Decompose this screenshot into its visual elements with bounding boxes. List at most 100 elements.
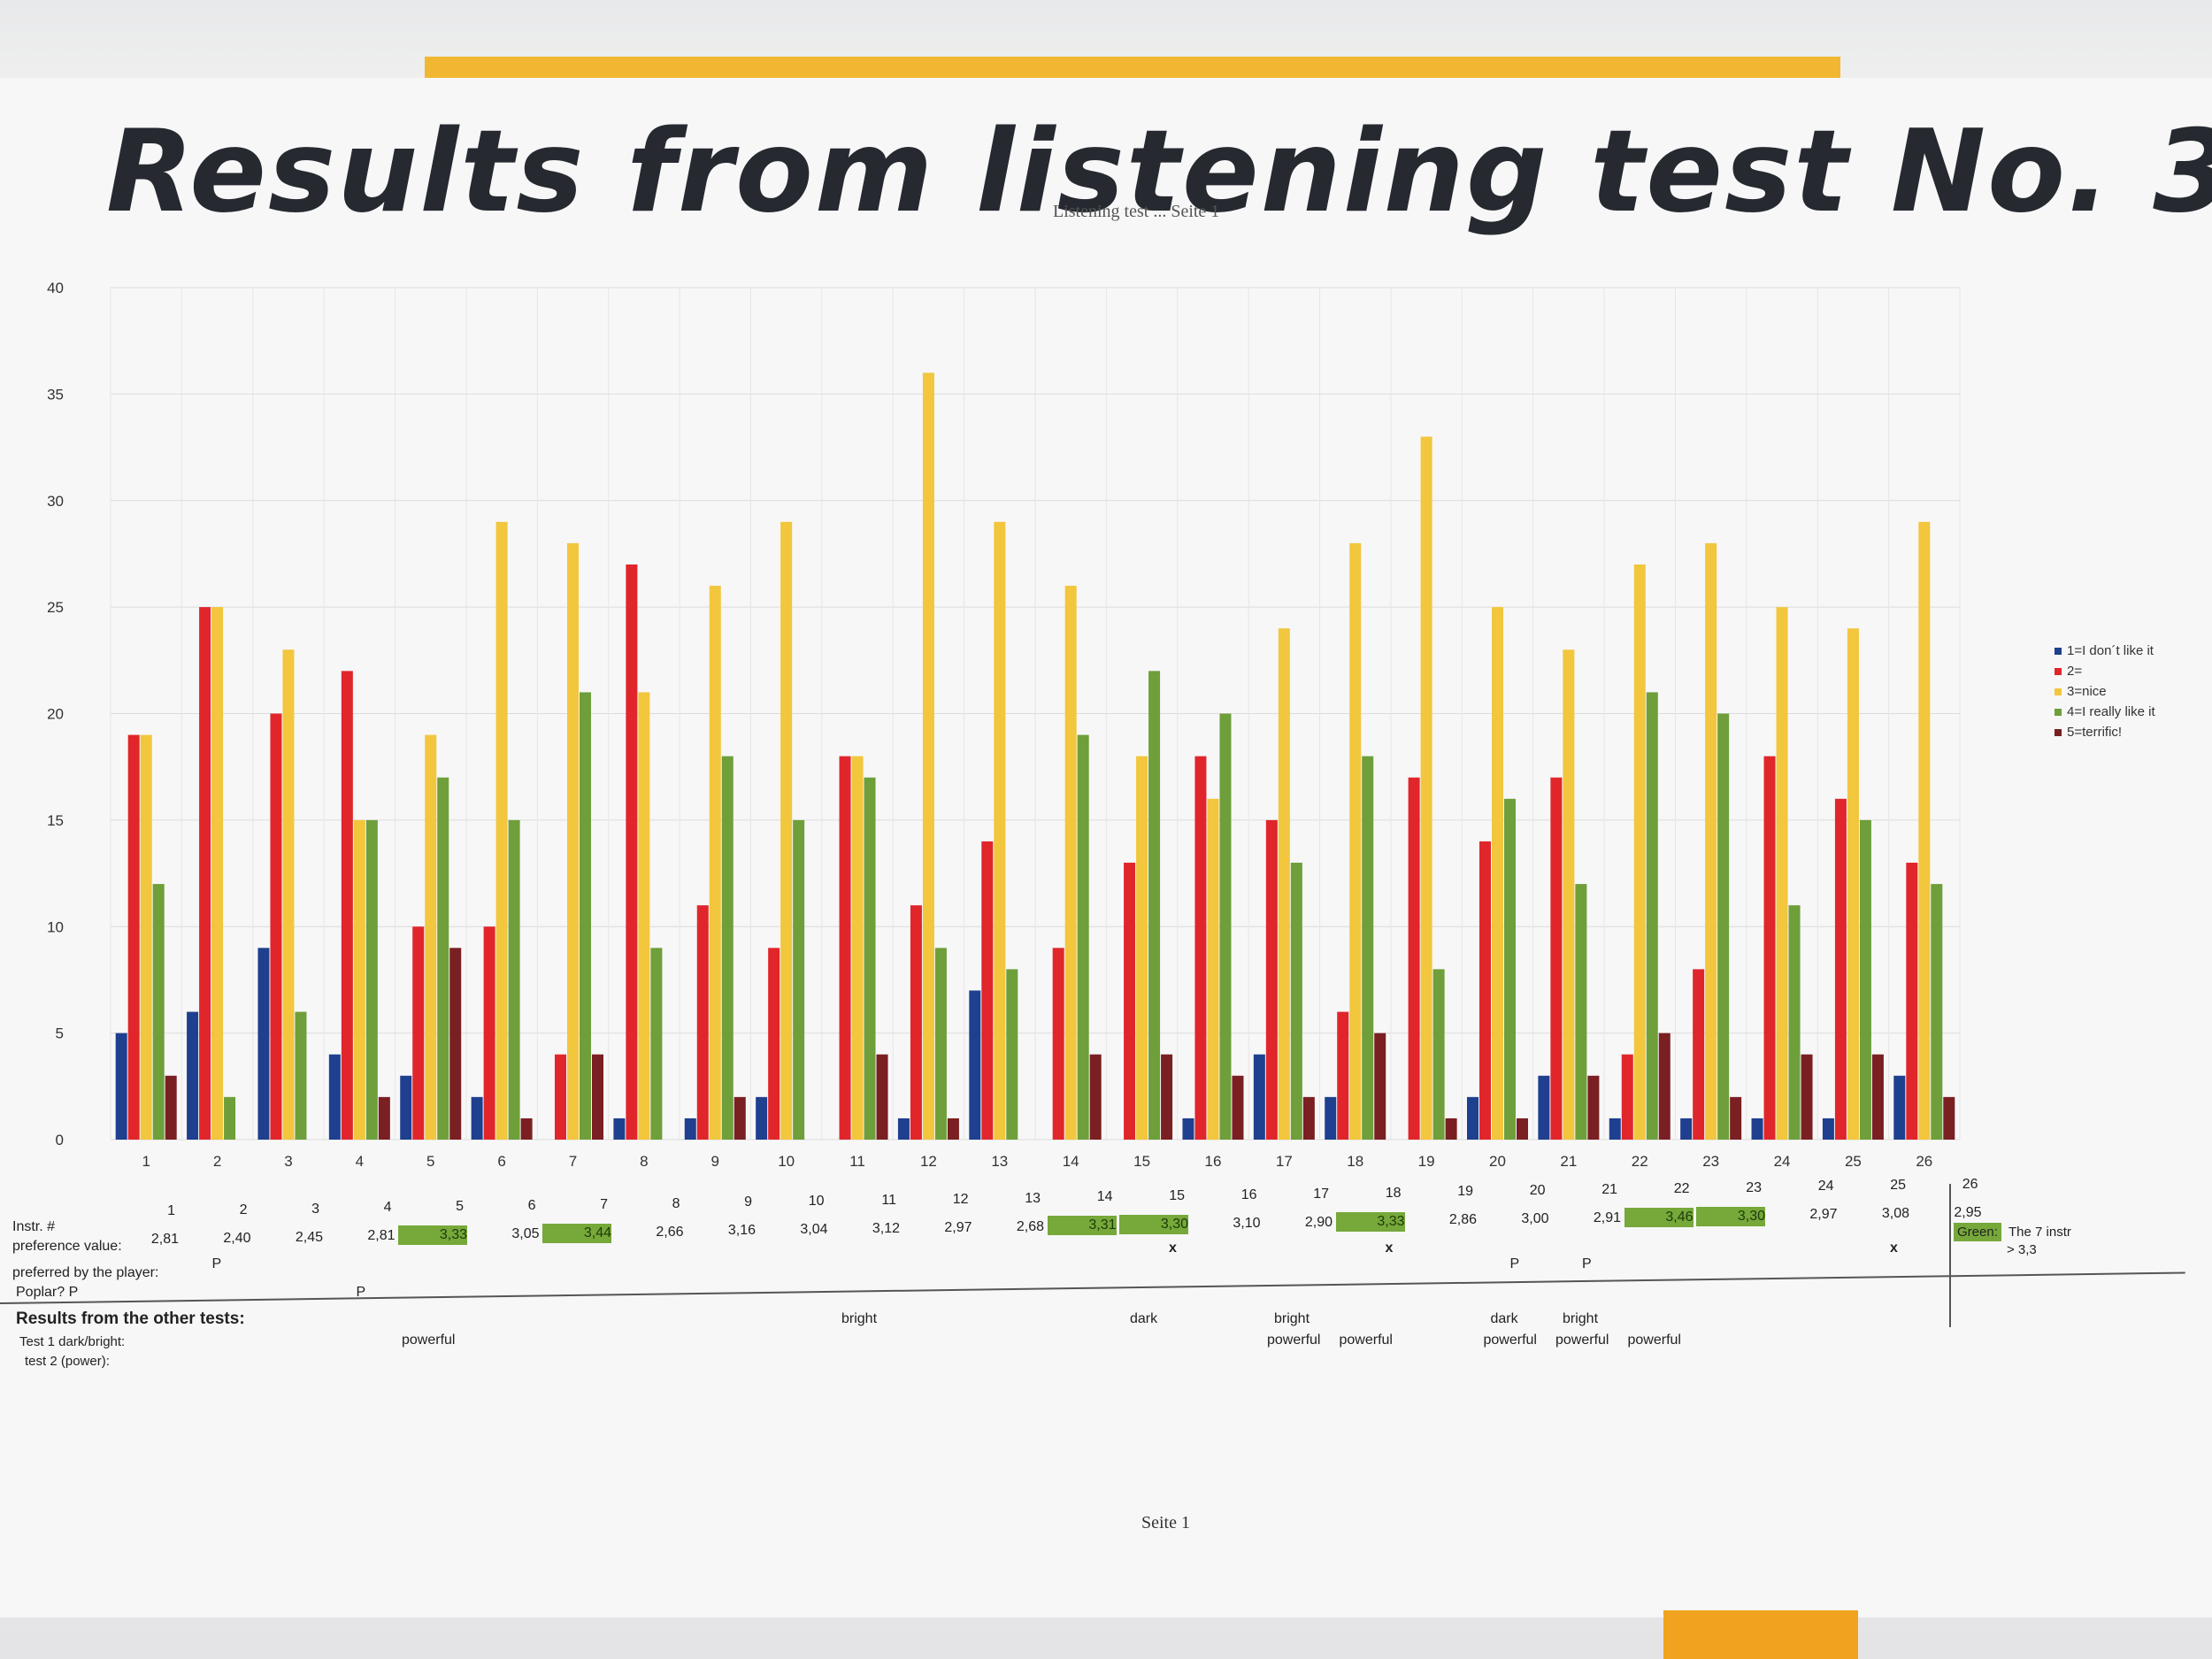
x-mark: x: [1890, 1240, 1898, 1256]
bar: [1064, 586, 1077, 1140]
x-tick-label: 10: [778, 1153, 795, 1170]
instr-number: 24: [1817, 1179, 1834, 1194]
bar: [471, 1096, 483, 1140]
bar: [437, 777, 449, 1140]
bar: [1337, 1011, 1349, 1140]
bar: [1751, 1118, 1763, 1140]
bar: [864, 777, 876, 1140]
bar: [780, 521, 793, 1140]
preference-value: 3,30: [1119, 1215, 1188, 1235]
bar: [756, 1096, 768, 1140]
test2-label: test 2 (power):: [25, 1354, 110, 1369]
bar: [1194, 756, 1207, 1140]
green-note-box: Green:: [1954, 1223, 2001, 1241]
bar: [1517, 1118, 1528, 1140]
legend-label: 3=nice: [2067, 684, 2107, 699]
x-tick-label: 23: [1702, 1153, 1719, 1170]
y-tick-label: 10: [47, 918, 64, 935]
x-tick-label: 16: [1205, 1153, 1222, 1170]
bar: [1408, 777, 1420, 1140]
x-mark: x: [1385, 1240, 1394, 1256]
x-tick-label: 14: [1063, 1153, 1079, 1170]
bar: [1859, 819, 1871, 1140]
bar: [1918, 521, 1931, 1140]
bar: [1479, 841, 1491, 1140]
preference-value: 3,08: [1881, 1206, 1909, 1222]
y-tick-label: 35: [47, 386, 64, 403]
bar: [1587, 1075, 1600, 1140]
bar: [1290, 863, 1302, 1140]
test1-value: dark: [1490, 1311, 1518, 1326]
bar: [1161, 1054, 1173, 1140]
y-tick-label: 0: [56, 1132, 64, 1148]
x-tick-label: 24: [1774, 1153, 1791, 1170]
y-tick-label: 15: [47, 812, 64, 829]
bar: [425, 734, 437, 1140]
instr-number: 8: [672, 1195, 680, 1211]
bar: [768, 948, 780, 1140]
x-tick-label: 18: [1347, 1153, 1363, 1170]
y-tick-label: 25: [47, 599, 64, 616]
bar: [353, 819, 365, 1140]
bar: [592, 1054, 603, 1140]
instr-number: 11: [881, 1193, 896, 1208]
bar: [1445, 1118, 1457, 1140]
bar: [115, 1033, 127, 1140]
instr-number: 7: [600, 1196, 608, 1212]
bar: [341, 671, 353, 1140]
bar: [1893, 1075, 1906, 1140]
bar: [1646, 692, 1658, 1140]
x-tick-label: 20: [1489, 1153, 1506, 1170]
legend-swatch: [2055, 708, 2062, 716]
preference-value: 2,90: [1304, 1214, 1333, 1230]
instr-number: 26: [1962, 1177, 1978, 1192]
bar: [1265, 819, 1278, 1140]
instr-label: Instr. #: [12, 1219, 56, 1234]
bar: [1362, 756, 1374, 1140]
x-mark: x: [1169, 1240, 1177, 1256]
bar: [1325, 1096, 1337, 1140]
bar: [1871, 1054, 1884, 1140]
legend-label: 1=I don´t like it: [2067, 643, 2154, 658]
bar: [696, 905, 709, 1140]
handwritten-title: Results from listening test No. 3: [106, 106, 2212, 238]
bar: [483, 926, 495, 1140]
instr-number: 14: [1096, 1189, 1113, 1205]
preference-value: 3,12: [872, 1221, 900, 1236]
x-tick-label: 2: [213, 1153, 221, 1170]
bar: [1278, 628, 1290, 1140]
instr-number: 21: [1601, 1182, 1617, 1197]
test2-value: powerful: [1483, 1333, 1537, 1348]
test2-value: powerful: [1555, 1333, 1609, 1348]
test1-value: bright: [841, 1311, 878, 1326]
test2-value: powerful: [1267, 1333, 1321, 1348]
player-mark: P: [1582, 1256, 1592, 1271]
preference-value: 2,97: [944, 1219, 972, 1235]
page-footer: Seite 1: [1141, 1513, 1190, 1532]
bar: [1906, 863, 1918, 1140]
legend-entry: 3=nice: [2055, 681, 2155, 702]
bar: [1693, 969, 1705, 1140]
bar: [650, 948, 663, 1140]
bar: [1834, 798, 1847, 1140]
y-tick-label: 20: [47, 706, 64, 723]
preference-value: 3,33: [1335, 1211, 1405, 1232]
preference-value: 3,44: [542, 1223, 611, 1243]
preferred-label: preferred by the player:: [12, 1265, 159, 1280]
bar: [449, 948, 462, 1140]
tape-strip-bottom: [1663, 1610, 1858, 1659]
table-divider: [0, 1271, 2185, 1304]
legend-label: 5=terrific!: [2067, 725, 2123, 740]
player-mark: P: [1509, 1256, 1520, 1271]
test2-value: powerful: [1339, 1333, 1393, 1348]
bar: [1089, 1054, 1102, 1140]
bar: [1563, 649, 1575, 1140]
legend: 1=I don´t like it 2= 3=nice 4=I really like…: [2055, 641, 2155, 742]
bar: [580, 692, 591, 1140]
bar: [922, 373, 934, 1140]
bar: [1822, 1118, 1834, 1140]
bar: [638, 692, 650, 1140]
x-tick-label: 15: [1133, 1153, 1150, 1170]
y-tick-label: 5: [56, 1025, 64, 1042]
preference-value: 2,40: [223, 1230, 251, 1246]
